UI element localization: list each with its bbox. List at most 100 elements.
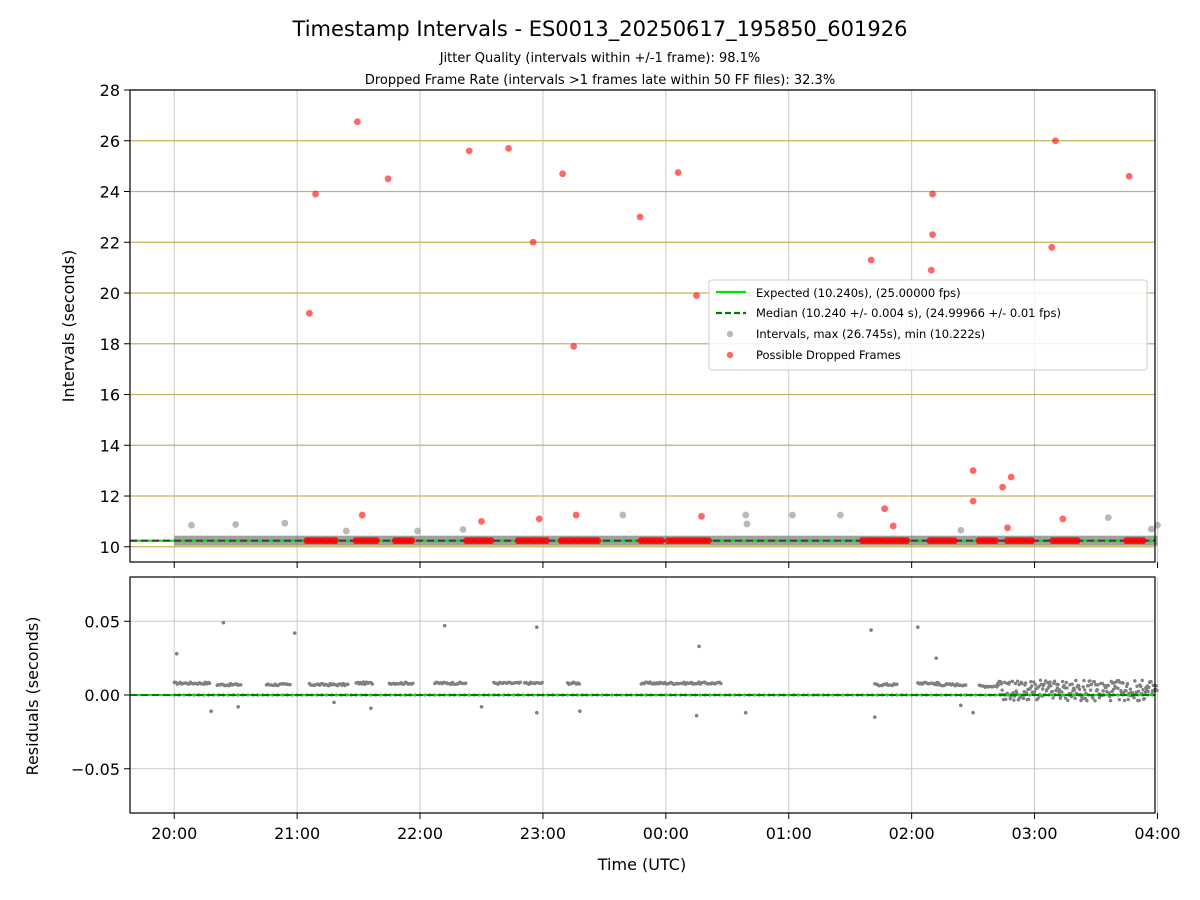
dropped-frame-point — [570, 342, 578, 350]
residual-noise-point — [1026, 697, 1031, 702]
residual-cluster-point — [288, 682, 292, 687]
residuals-marks — [130, 620, 1159, 719]
residual-noise-point — [999, 682, 1004, 686]
dropped-frame-point — [1059, 515, 1067, 523]
x-tick-label: 22:00 — [397, 824, 443, 843]
interval-point — [188, 521, 195, 529]
residual-noise-point — [1097, 696, 1102, 700]
interval-point — [1104, 514, 1112, 521]
dropped-frame-point — [693, 292, 700, 299]
residual-noise-point — [1107, 691, 1111, 695]
residual-noise-point — [1106, 683, 1110, 688]
interval-point — [836, 511, 844, 519]
dropped-frame-point — [636, 213, 644, 221]
x-tick-label: 03:00 — [1012, 824, 1058, 843]
residual-noise-point — [1038, 678, 1043, 682]
interval-point — [619, 511, 627, 519]
dropped-frame-point — [535, 515, 543, 523]
residual-noise-point — [1133, 679, 1137, 683]
dropped-frame-point — [559, 170, 567, 178]
interval-point — [743, 520, 751, 528]
residual-noise-point — [1086, 684, 1091, 688]
residuals-y-axis-label: Residuals (seconds) — [23, 617, 42, 776]
residual-outlier-point — [332, 700, 336, 705]
residual-cluster-point — [518, 680, 523, 684]
x-axis-ticks: 20:00 21:00 22:00 23:00 00:00 01:00 02:00 03:00… — [151, 562, 1181, 843]
interval-point — [281, 519, 289, 527]
residual-noise-point — [1117, 697, 1122, 702]
dropped-frame-cluster-point — [950, 537, 958, 545]
residual-outlier-point — [174, 651, 179, 656]
residual-noise-point — [1147, 685, 1151, 690]
residual-noise-point — [1070, 682, 1074, 686]
residual-cluster-point — [964, 683, 968, 687]
residual-cluster-point — [577, 682, 582, 686]
residual-noise-point — [1082, 678, 1086, 683]
intervals-plot-frame — [129, 89, 1156, 563]
interval-point — [742, 511, 750, 519]
residual-noise-point — [1029, 684, 1034, 688]
intervals-y-axis-label: Intervals (seconds) — [59, 250, 78, 403]
residual-noise-point — [1050, 689, 1054, 694]
intervals-y-tick-label: 24 — [100, 183, 120, 202]
intervals-panel: 10 12 14 16 18 20 22 24 26 28 Intervals (seconds)… — [59, 81, 1161, 563]
dropped-frame-cluster-point — [542, 537, 550, 545]
residual-outlier-point — [869, 628, 873, 632]
residual-noise-point — [1125, 682, 1130, 686]
dropped-frame-cluster-point — [657, 537, 665, 545]
residual-noise-point — [1124, 689, 1128, 693]
intervals-y-tick-label: 10 — [100, 538, 120, 557]
dropped-frame-cluster-point — [991, 537, 999, 545]
residual-outlier-point — [535, 710, 539, 715]
residual-outlier-point — [442, 623, 447, 628]
residual-noise-point — [1140, 678, 1144, 683]
intervals-y-ticks: 10 12 14 16 18 20 22 24 26 28 — [100, 81, 130, 557]
residual-noise-point — [1072, 688, 1077, 692]
x-tick-label: 23:00 — [520, 824, 566, 843]
dropped-frame-point — [969, 497, 977, 505]
residual-cluster-point — [346, 682, 350, 687]
residual-noise-point — [1055, 686, 1060, 690]
residual-noise-point — [1042, 682, 1046, 686]
residual-cluster-point — [464, 681, 468, 685]
residual-outlier-point — [971, 710, 975, 715]
interval-point — [789, 511, 796, 519]
residual-noise-point — [1088, 688, 1093, 692]
legend-dropped-label: Possible Dropped Frames — [756, 348, 901, 362]
residual-outlier-point — [578, 709, 582, 714]
residual-noise-point — [1155, 688, 1159, 693]
legend-expected-label: Expected (10.240s), (25.00000 fps) — [756, 286, 961, 300]
dropped-frame-point — [1052, 137, 1059, 145]
x-tick-label: 02:00 — [889, 824, 935, 843]
residual-noise-point — [1065, 686, 1069, 690]
residual-cluster-point — [540, 680, 544, 685]
residual-outlier-point — [697, 644, 701, 649]
dropped-frame-point — [867, 256, 875, 264]
residual-noise-point — [1122, 698, 1127, 703]
residual-noise-point — [1108, 698, 1113, 703]
residual-noise-point — [1088, 679, 1092, 683]
residual-noise-point — [996, 683, 1001, 687]
residual-noise-point — [1100, 681, 1105, 686]
residual-noise-point — [1066, 698, 1070, 703]
residual-outlier-point — [959, 703, 963, 708]
residual-noise-point — [1142, 696, 1147, 701]
dropped-frame-cluster-point — [1139, 537, 1147, 545]
dropped-frame-point — [1007, 473, 1015, 481]
residual-noise-point — [1040, 687, 1045, 691]
residual-noise-point — [1126, 697, 1130, 702]
residual-noise-point — [1004, 697, 1008, 701]
residual-noise-point — [1032, 690, 1037, 694]
subtitle-line-1: Jitter Quality (intervals within +/-1 fr… — [439, 51, 761, 66]
residual-noise-point — [1085, 699, 1089, 703]
legend-median-label: Median (10.240 +/- 0.004 s), (24.99966 +… — [756, 306, 1061, 320]
residuals-y-tick-label: 0.00 — [84, 686, 120, 705]
subtitle-line-2: Dropped Frame Rate (intervals >1 frames … — [365, 73, 835, 88]
intervals-y-tick-label: 26 — [100, 132, 120, 151]
intervals-y-tick-label: 14 — [100, 436, 120, 455]
residual-noise-point — [1077, 684, 1081, 688]
residual-cluster-point — [239, 683, 243, 687]
residual-outlier-point — [872, 715, 877, 719]
x-tick-label: 20:00 — [151, 824, 197, 843]
